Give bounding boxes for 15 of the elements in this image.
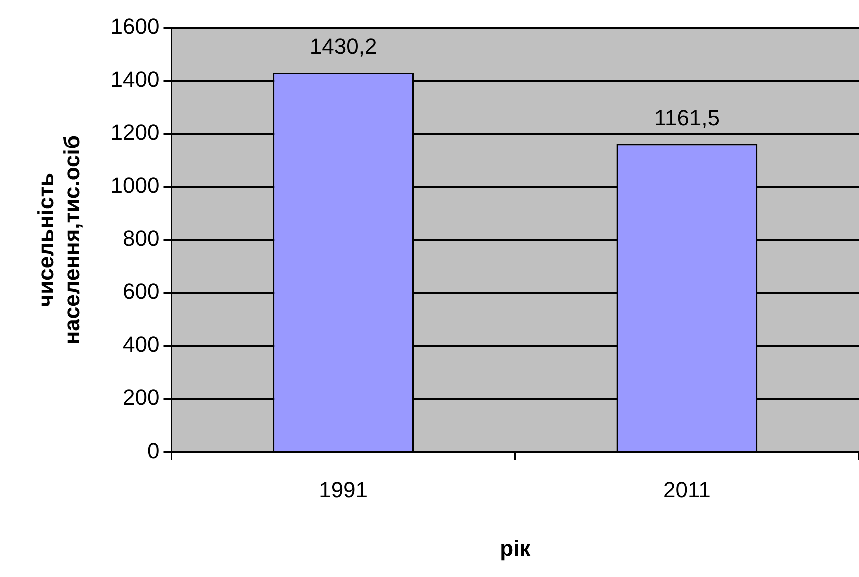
y-tick-label: 200 <box>123 385 160 410</box>
y-tick-label: 1600 <box>110 14 160 40</box>
y-tick-label: 600 <box>123 279 160 304</box>
y-tick-label: 1000 <box>110 173 160 198</box>
data-label: 1161,5 <box>654 105 720 130</box>
y-tick-label: 800 <box>123 226 160 252</box>
x-tick-label: 2011 <box>664 477 711 502</box>
x-tick-label: 1991 <box>319 477 368 502</box>
y-tick-label: 400 <box>123 332 160 358</box>
y-tick-label: 1400 <box>110 67 160 92</box>
x-axis-title: рік <box>500 536 532 561</box>
y-tick-label: 1200 <box>110 120 160 146</box>
y-tick-label: 0 <box>147 438 160 464</box>
data-label: 1430,2 <box>310 34 378 60</box>
y-axis-title: чисельність населення,тис.осіб <box>33 136 85 345</box>
